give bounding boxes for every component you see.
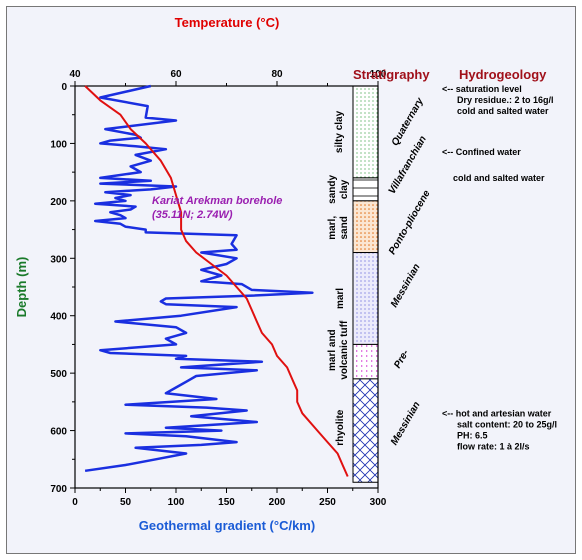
lithology-label: rhyolite — [335, 409, 346, 446]
strat-layer-0 — [352, 85, 379, 179]
hydrogeology-note: <-- Confined water — [442, 147, 521, 157]
hydrogeology-note: <-- hot and artesian water — [442, 408, 552, 418]
lithology-label: clay — [339, 179, 350, 199]
hydrogeology-note: flow rate: 1 à 2l/s — [457, 441, 530, 451]
stratigraphy-header: Stratigraphy — [353, 67, 430, 82]
bottom-axis-title: Geothermal gradient (°C/km) — [139, 518, 315, 533]
y-tick-label: 400 — [50, 312, 67, 323]
x-bottom-tick-label: 0 — [72, 497, 78, 508]
borehole-annotation-line2: (35.11N; 2.74W) — [152, 209, 233, 221]
strat-layer-4 — [352, 343, 379, 380]
lithology-label: marl and — [327, 329, 338, 371]
strat-layer-2 — [352, 200, 379, 254]
y-tick-label: 0 — [61, 82, 67, 93]
y-tick-label: 500 — [50, 369, 67, 380]
y-tick-label: 200 — [50, 197, 67, 208]
lithology-label: sandy — [327, 174, 338, 203]
hydrogeology-note: Dry residue.: 2 to 16g/l — [457, 95, 554, 105]
x-top-tick-label: 40 — [69, 69, 81, 80]
x-bottom-tick-label: 50 — [120, 497, 132, 508]
x-top-tick-label: 80 — [271, 69, 283, 80]
age-label: Messinian — [389, 262, 423, 309]
hydrogeology-header: Hydrogeology — [459, 67, 547, 82]
y-axis-title: Depth (m) — [14, 257, 29, 318]
hydrogeology-note: salt content: 20 to 25g/l — [457, 419, 557, 429]
x-bottom-tick-label: 100 — [168, 497, 185, 508]
strat-layer-5 — [352, 378, 379, 483]
strat-layer-3 — [352, 252, 379, 345]
temperature-series-line — [84, 85, 349, 477]
x-top-tick-label: 100 — [370, 69, 387, 80]
y-tick-label: 700 — [50, 484, 67, 495]
lithology-label: marl, — [327, 216, 338, 240]
x-bottom-tick-label: 250 — [319, 497, 336, 508]
lithology-label: silty clay — [334, 110, 345, 153]
hydrogeology-note: PH: 6.5 — [457, 430, 488, 440]
x-bottom-tick-label: 300 — [370, 497, 387, 508]
hydrogeology-note: <-- saturation level — [442, 84, 522, 94]
age-label: Messinian — [389, 400, 423, 447]
borehole-annotation-line1: Kariat Arekman borehole — [152, 195, 282, 207]
y-tick-label: 300 — [50, 254, 67, 265]
lithology-label: marl — [335, 288, 346, 309]
age-label: Ponto-pliocene — [387, 188, 433, 256]
hydrogeology-note: cold and salted water — [453, 173, 545, 183]
x-bottom-tick-label: 200 — [269, 497, 286, 508]
y-tick-label: 100 — [50, 139, 67, 150]
top-axis-title: Temperature (°C) — [175, 15, 280, 30]
y-tick-label: 600 — [50, 427, 67, 438]
lithology-label: volcanic tuff — [339, 320, 350, 380]
x-top-tick-label: 60 — [170, 69, 182, 80]
x-bottom-tick-label: 150 — [218, 497, 235, 508]
lithology-label: sand — [339, 216, 350, 239]
age-label: Pre- — [392, 348, 412, 371]
strat-layer-1 — [352, 177, 379, 202]
gradient-series-line — [84, 84, 314, 473]
hydrogeology-note: cold and salted water — [457, 106, 549, 116]
